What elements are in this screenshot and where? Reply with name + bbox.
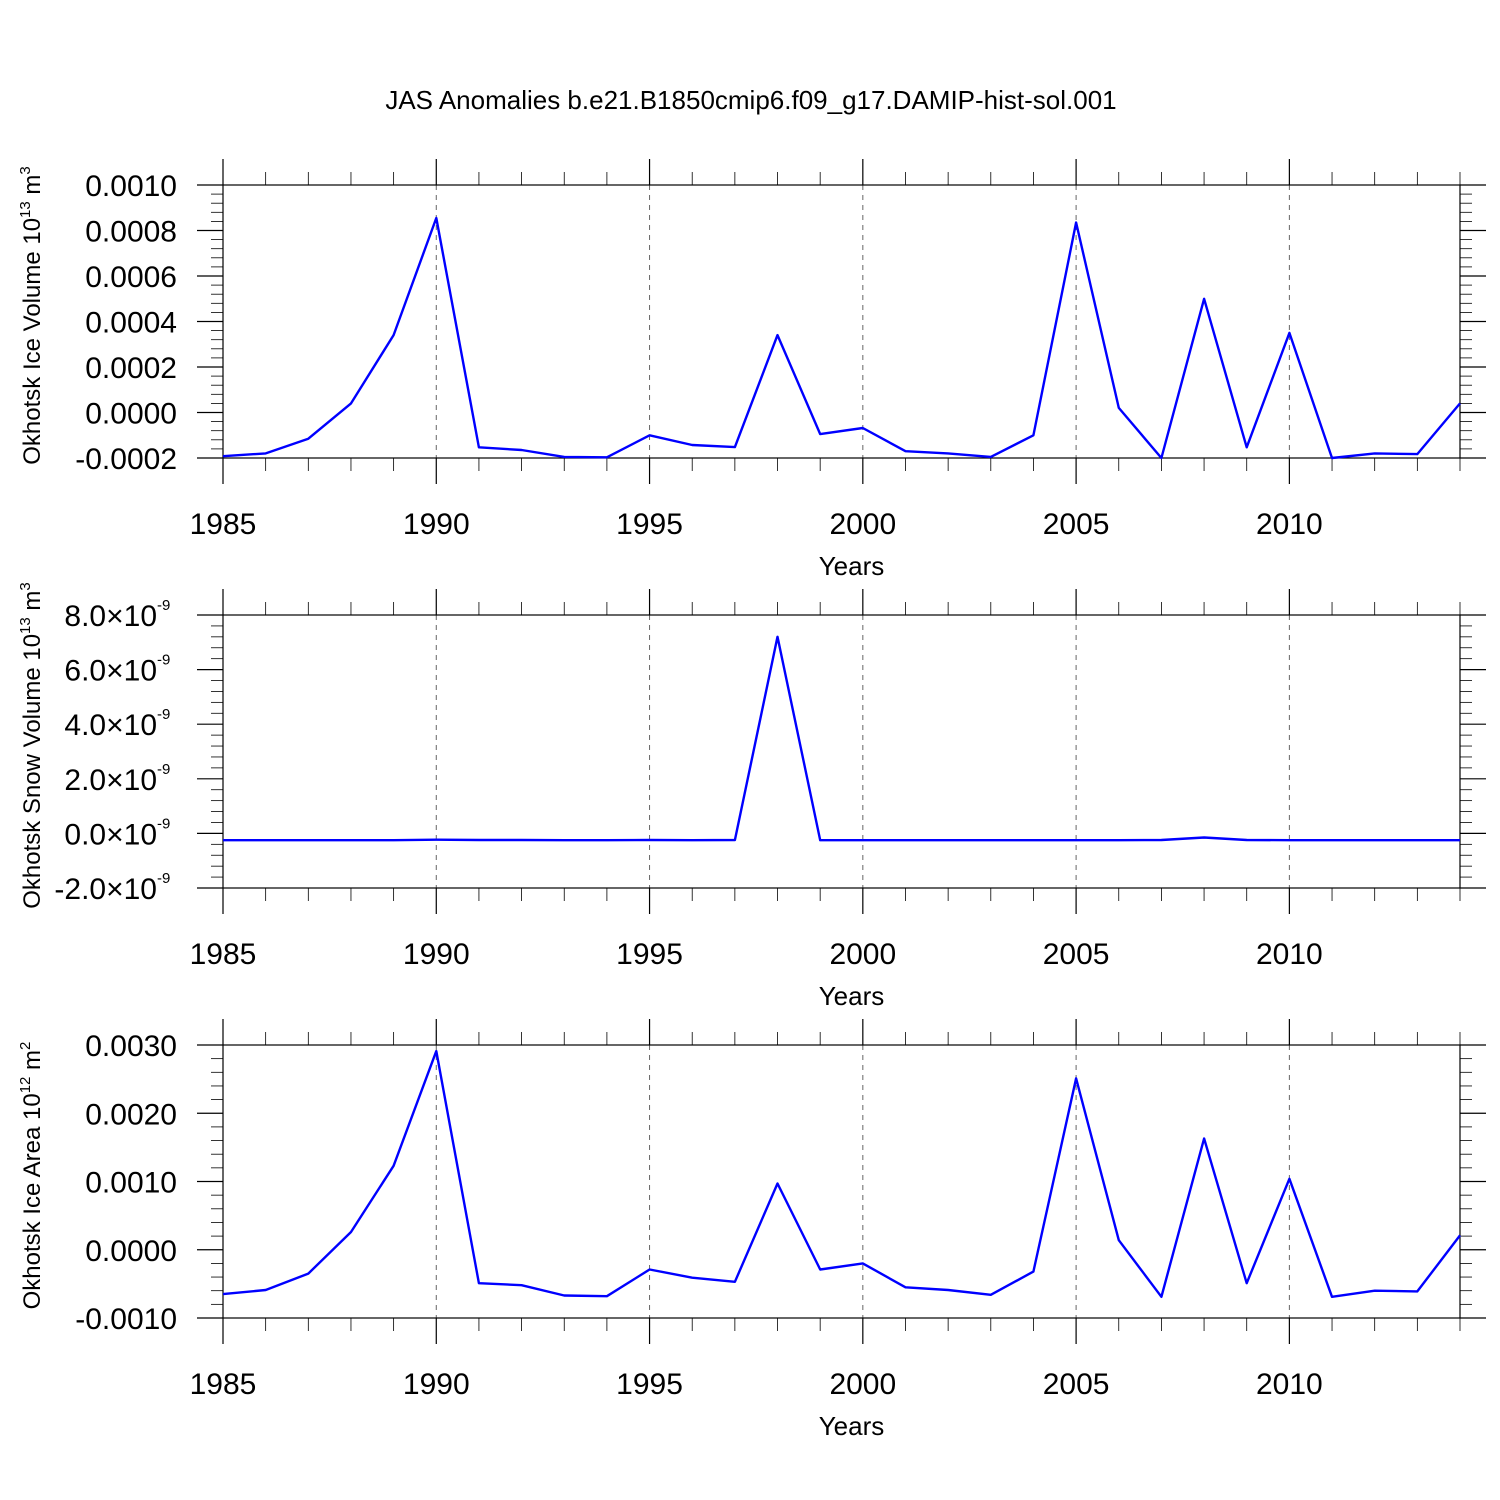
x-axis-title: Years	[819, 551, 885, 581]
x-tick-label: 1985	[190, 938, 257, 971]
x-tick-label: 1985	[190, 508, 257, 541]
x-tick-label: 1990	[403, 938, 470, 971]
y-tick-label: 0.0002	[85, 352, 177, 385]
y-axis-title: Okhotsk Ice Volume 1013 m3	[17, 166, 46, 465]
y-tick-label: 0.0008	[85, 216, 177, 249]
x-tick-label: 2000	[829, 938, 896, 971]
x-tick-label: 2005	[1043, 938, 1110, 971]
figure-title: JAS Anomalies b.e21.B1850cmip6.f09_g17.D…	[385, 85, 1116, 115]
x-tick-label: 1995	[616, 1368, 683, 1401]
y-tick-exponent: -9	[157, 652, 170, 669]
y-tick-label: -2.0×10	[54, 873, 157, 906]
y-tick-label: 0.0010	[85, 1167, 177, 1200]
y-tick-label: 0.0000	[85, 1235, 177, 1268]
x-tick-label: 2000	[829, 1368, 896, 1401]
y-axis-title: Okhotsk Ice Area 1012 m2	[17, 1042, 46, 1310]
y-tick-label: 0.0×10	[64, 818, 157, 851]
y-tick-label: -0.0002	[75, 443, 177, 476]
y-tick-label: 2.0×10	[64, 764, 157, 797]
x-tick-label: 1990	[403, 508, 470, 541]
x-tick-label: 2005	[1043, 508, 1110, 541]
x-tick-label: 2010	[1256, 938, 1323, 971]
y-tick-exponent: -9	[157, 870, 170, 887]
y-tick-label: -0.0010	[75, 1303, 177, 1336]
y-tick-label: 0.0004	[85, 307, 177, 340]
x-tick-label: 2000	[829, 508, 896, 541]
panel-1: 1985 1990 1995 2000 2005 2010 -0.0002 0.0000 0.0…	[17, 159, 1486, 581]
x-tick-label: 2010	[1256, 508, 1323, 541]
x-tick-label: 1990	[403, 1368, 470, 1401]
panels: 1985 1990 1995 2000 2005 2010 -0.0002 0.0000 0.0…	[17, 159, 1486, 1441]
plot-frame	[222, 614, 1461, 889]
x-tick-label: 1995	[616, 938, 683, 971]
x-tick-label: 1985	[190, 1368, 257, 1401]
y-tick-label: 0.0030	[85, 1030, 177, 1063]
y-tick-label: 6.0×10	[64, 655, 157, 688]
panel-2: 1985 1990 1995 2000 2005 2010-2.0×10 -90.0×10-…	[17, 582, 1486, 1011]
x-tick-label: 2010	[1256, 1368, 1323, 1401]
y-tick-label: 8.0×10	[64, 600, 157, 633]
x-axis-title: Years	[819, 981, 885, 1011]
y-axis-title: Okhotsk Snow Volume 1013 m3	[17, 582, 46, 909]
x-tick-label: 2005	[1043, 1368, 1110, 1401]
panel-3: 1985 1990 1995 2000 2005 2010 -0.0010 0.0000 0.0…	[17, 1019, 1486, 1441]
series-line	[222, 216, 1461, 460]
series-line	[222, 1049, 1461, 1299]
y-tick-label: 0.0006	[85, 261, 177, 294]
y-tick-label: 0.0000	[85, 398, 177, 431]
y-tick-label: 0.0010	[85, 170, 177, 203]
series-line	[223, 635, 1460, 842]
y-tick-exponent: -9	[157, 706, 170, 723]
x-tick-label: 1995	[616, 508, 683, 541]
y-tick-exponent: -9	[157, 815, 170, 832]
y-tick-exponent: -9	[157, 761, 170, 778]
x-axis-title: Years	[819, 1411, 885, 1441]
y-tick-exponent: -9	[157, 597, 170, 614]
y-tick-label: 4.0×10	[64, 709, 157, 742]
y-tick-label: 0.0020	[85, 1098, 177, 1131]
